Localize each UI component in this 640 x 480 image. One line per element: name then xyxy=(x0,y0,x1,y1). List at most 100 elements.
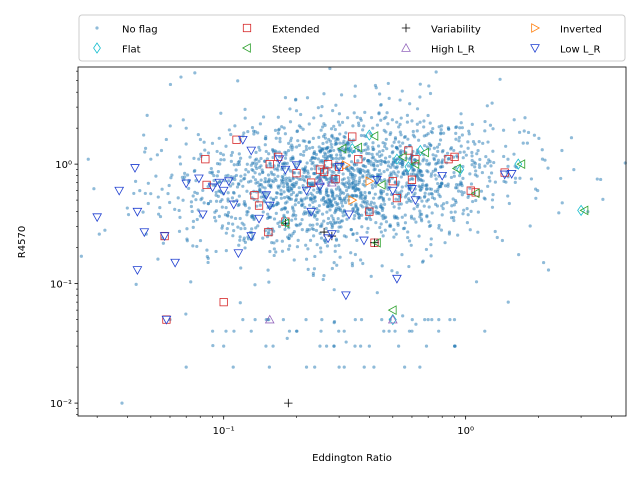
no-flag-point xyxy=(142,133,146,137)
no-flag-point xyxy=(425,169,429,173)
no-flag-point xyxy=(310,197,314,201)
no-flag-point xyxy=(359,203,363,207)
no-flag-point xyxy=(367,191,372,195)
no-flag-point xyxy=(460,126,464,130)
no-flag-point xyxy=(437,329,441,333)
no-flag-point xyxy=(325,210,329,214)
no-flag-point xyxy=(493,180,497,184)
no-flag-point xyxy=(473,165,477,169)
no-flag-point xyxy=(459,190,464,194)
no-flag-point xyxy=(283,150,287,154)
no-flag-point xyxy=(512,118,516,122)
no-flag-point xyxy=(382,170,386,174)
legend-steep-label: Steep xyxy=(272,45,301,56)
no-flag-point xyxy=(297,177,301,181)
no-flag-point xyxy=(517,130,522,134)
no-flag-point xyxy=(354,202,358,206)
no-flag-point xyxy=(255,162,259,166)
no-flag-point xyxy=(322,273,326,278)
no-flag-point xyxy=(400,165,404,169)
no-flag-point xyxy=(293,217,298,221)
no-flag-point xyxy=(339,93,344,97)
no-flag-point xyxy=(484,154,488,159)
no-flag-point xyxy=(477,140,481,144)
no-flag-point xyxy=(313,365,317,369)
no-flag-point xyxy=(320,222,324,226)
legend-flat-marker xyxy=(93,42,101,54)
no-flag-point xyxy=(490,101,494,105)
no-flag-point xyxy=(353,174,357,178)
no-flag-point xyxy=(331,136,335,140)
no-flag-point xyxy=(347,179,351,183)
no-flag-point xyxy=(397,191,402,195)
x-axis: 10⁻¹ 10⁰ xyxy=(96,416,612,437)
no-flag-point xyxy=(274,195,278,200)
no-flag-point xyxy=(326,198,330,202)
extended-point xyxy=(348,132,357,141)
no-flag-point xyxy=(397,344,401,348)
no-flag-point xyxy=(242,236,246,240)
no-flag-point xyxy=(276,221,280,225)
no-flag-point xyxy=(451,197,455,201)
no-flag-point xyxy=(272,164,276,168)
no-flag-point xyxy=(363,179,367,183)
legend-steep: Steep xyxy=(241,43,301,56)
no-flag-point xyxy=(287,236,291,240)
no-flag-point xyxy=(401,172,405,176)
no-flag-point xyxy=(358,169,362,174)
steep-point xyxy=(369,131,379,141)
no-flag-point xyxy=(296,139,300,143)
low-l-r-point xyxy=(194,174,204,184)
no-flag-point xyxy=(396,170,400,174)
no-flag-point xyxy=(120,401,124,405)
no-flag-point xyxy=(537,136,541,140)
no-flag-point xyxy=(210,170,214,174)
no-flag-point xyxy=(250,213,255,218)
no-flag-point xyxy=(310,226,314,231)
no-flag-point xyxy=(428,187,432,191)
no-flag-point xyxy=(319,246,323,250)
no-flag-point xyxy=(230,196,235,200)
no-flag-point xyxy=(320,198,324,202)
no-flag-point xyxy=(418,209,422,213)
no-flag-point xyxy=(362,365,366,369)
no-flag-point xyxy=(507,201,511,206)
no-flag-point xyxy=(392,235,396,239)
no-flag-point xyxy=(318,231,322,235)
no-flag-point xyxy=(410,119,414,123)
no-flag-point xyxy=(325,140,329,144)
no-flag-point xyxy=(407,143,412,148)
no-flag-point xyxy=(237,182,241,186)
no-flag-point xyxy=(366,158,370,163)
no-flag-point xyxy=(337,112,342,116)
y-axis-label: R4570 xyxy=(17,226,28,258)
no-flag-point xyxy=(312,234,316,238)
no-flag-point xyxy=(272,217,277,221)
no-flag-point xyxy=(224,329,228,333)
no-flag-point xyxy=(339,153,343,157)
no-flag-point xyxy=(214,190,218,194)
no-flag-point xyxy=(178,162,183,166)
no-flag-point xyxy=(237,202,241,207)
extended-point xyxy=(388,177,397,186)
no-flag-point xyxy=(125,206,129,210)
low-l-r-point xyxy=(130,164,140,173)
steep-point xyxy=(470,188,480,199)
no-flag-point xyxy=(318,344,322,348)
no-flag-point xyxy=(367,215,372,219)
no-flag-point xyxy=(322,195,326,200)
no-flag-point xyxy=(470,150,474,155)
no-flag-point xyxy=(382,329,386,333)
no-flag-point xyxy=(427,205,431,209)
no-flag-point xyxy=(283,201,288,205)
no-flag-point xyxy=(390,151,394,155)
no-flag-point xyxy=(284,176,289,180)
no-flag-point xyxy=(490,205,495,209)
no-flag-point xyxy=(258,148,262,152)
no-flag-point xyxy=(333,211,337,215)
no-flag-point xyxy=(432,146,436,150)
no-flag-point xyxy=(280,249,285,253)
no-flag-point xyxy=(452,344,457,348)
no-flag-point xyxy=(283,156,288,160)
no-flag-point xyxy=(187,186,191,191)
